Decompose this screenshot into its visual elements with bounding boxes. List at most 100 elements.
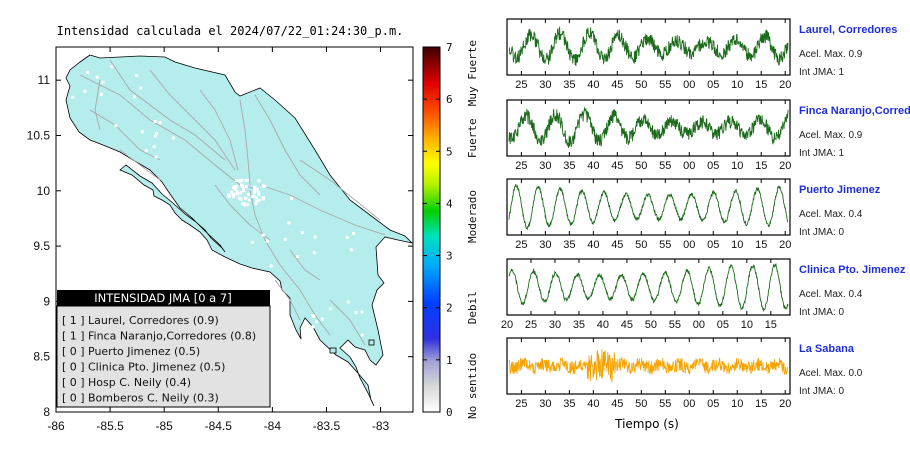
panel-tick-label: 10: [731, 239, 743, 251]
station-dot: [269, 264, 273, 268]
panel-tick-label: 55: [659, 160, 671, 172]
road-segment: [149, 69, 236, 171]
station-dots: [71, 65, 364, 337]
station-dot: [254, 196, 258, 200]
station-dot: [242, 203, 246, 207]
station-accel: Acel. Max. 0.0: [799, 368, 863, 379]
map-x-tick-label: -83: [372, 419, 390, 433]
station-dot: [153, 134, 157, 138]
station-dot: [311, 314, 315, 318]
station-dot: [311, 325, 315, 329]
station-dot: [255, 200, 259, 204]
panel-tick-label: 40: [587, 239, 599, 251]
legend-body: [56, 305, 271, 408]
seismogram-trace: [508, 184, 789, 231]
road-segment: [329, 299, 366, 346]
station-accel: Acel. Max. 0.9: [799, 49, 863, 60]
station-dot: [251, 194, 255, 198]
station-dot: [300, 231, 304, 235]
station-accel: Acel. Max. 0.4: [799, 289, 863, 300]
panel-tick-label: 40: [587, 160, 599, 172]
station-dot: [71, 95, 75, 99]
road-segment: [254, 94, 321, 196]
panel-tick-label: 00: [683, 160, 695, 172]
colorbar-tick-label: 4: [446, 197, 453, 210]
page-title: Intensidad calculada el 2024/07/22_01:24…: [57, 24, 404, 38]
station-name: Finca Naranjo,Corredores: [799, 105, 910, 117]
panel-tick-label: 35: [563, 160, 575, 172]
island-marker: [368, 339, 375, 346]
panel-tick-label: 05: [707, 160, 719, 172]
panel-tick-label: 35: [563, 398, 575, 410]
seismogram-trace: [508, 349, 789, 383]
station-dot: [261, 197, 265, 201]
station-dot: [244, 178, 248, 182]
station-dot: [256, 190, 260, 194]
station-dot: [283, 237, 287, 241]
road-segment: [109, 59, 226, 161]
panel-tick-label: 15: [755, 239, 767, 251]
panel-tick-label: 45: [611, 79, 623, 91]
seismogram-panel: 25 30 35 40 45 50 55 00 05 10 15 20 La Sabana Acel. M…: [506, 337, 863, 410]
legend-box: INTENSIDAD JMA [0 a 7] [ 1 ] Laurel, Corr…: [56, 290, 271, 408]
station-dot: [261, 233, 265, 237]
station-dot: [352, 231, 356, 235]
station-dot: [328, 307, 332, 311]
panel-tick-label: 00: [683, 239, 695, 251]
station-dot: [152, 145, 156, 149]
map-axes: -86 -85.5 -85 -84.5 -84 -83.5 -83 11 10.5 10 9.5 9 8…: [27, 47, 413, 433]
station-dot: [230, 190, 234, 194]
station-dot: [349, 248, 353, 252]
intensity-colorbar: 0 1 2 3 4 5 6 7 No sentido Debil Moderado Fuerte Muy…: [422, 40, 479, 419]
panel-tick-label: 30: [539, 79, 551, 91]
road-segment: [249, 189, 331, 336]
panel-tick-label: 35: [573, 319, 585, 331]
legend-item-jma: [ 0 ]: [62, 345, 85, 358]
map-y-tick-label: 10.5: [27, 128, 51, 142]
panel-tick-label: 45: [611, 239, 623, 251]
station-dot: [360, 310, 364, 314]
panel-tick-label: 15: [755, 398, 767, 410]
legend-item-name: Clinica Pto. Jimenez (0.5): [88, 361, 225, 374]
panel-frame: [506, 18, 791, 76]
map-x-tick-label: -84: [264, 419, 282, 433]
panel-frame: [506, 178, 791, 236]
panel-tick-label: 25: [525, 319, 537, 331]
panel-tick-label: 00: [693, 319, 705, 331]
panel-tick-label: 50: [635, 79, 647, 91]
colorbar-tick-label: 2: [446, 302, 453, 315]
panel-tick-label: 25: [515, 160, 527, 172]
map-y-tick-label: 8: [43, 405, 50, 419]
seismogram-trace: [508, 106, 789, 148]
station-dot: [133, 95, 137, 99]
panel-tick-label: 05: [707, 79, 719, 91]
road-segment: [259, 184, 386, 236]
panel-tick-label: 30: [539, 398, 551, 410]
station-dot: [237, 196, 241, 200]
panel-tick-label: 15: [765, 319, 777, 331]
panel-tick-label: 20: [779, 239, 791, 251]
colorbar-tick-label: 6: [446, 93, 453, 106]
station-dot: [227, 193, 231, 197]
legend-item-name: Puerto Jimenez (0.5): [88, 345, 200, 358]
panel-tick-label: 20: [779, 160, 791, 172]
station-dot: [234, 187, 238, 191]
panel-tick-label: 25: [515, 398, 527, 410]
panel-tick-label: 40: [597, 319, 609, 331]
legend-item-name: Bomberos C. Neily (0.3): [88, 392, 219, 405]
legend-header-bg: [57, 290, 270, 306]
station-dot: [239, 197, 243, 201]
station-dot: [253, 185, 257, 189]
map-x-tick-label: -84.5: [205, 419, 233, 433]
station-dot: [235, 191, 239, 195]
station-dot: [110, 65, 114, 69]
legend-item-name: Hosp C. Neily (0.4): [88, 376, 191, 389]
road-segment: [119, 149, 161, 181]
map-x-tick-label: -83.5: [313, 419, 341, 433]
map-y-tick-label: 9.5: [33, 239, 50, 253]
station-dot: [263, 184, 267, 188]
legend-item-jma: [ 0 ]: [62, 376, 85, 389]
colorbar-tick-label: 5: [446, 145, 453, 158]
station-dot: [240, 178, 244, 182]
